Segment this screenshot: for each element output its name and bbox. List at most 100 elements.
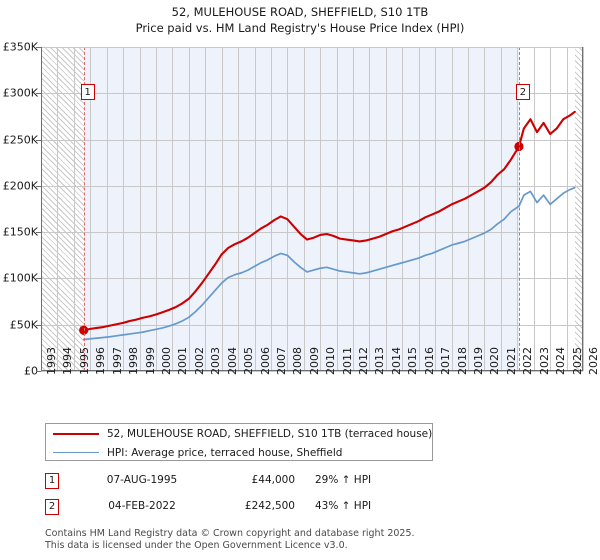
title-primary: 52, MULEHOUSE ROAD, SHEFFIELD, S10 1TB: [171, 5, 429, 19]
legend-label-2: HPI: Average price, terraced house, Shef…: [107, 446, 343, 459]
transaction-date: 04-FEB-2022: [108, 500, 176, 512]
gridline-vertical: [107, 47, 108, 371]
marker-badge-2[interactable]: 2: [515, 84, 530, 100]
y-axis-tick-label: £250K: [2, 133, 38, 147]
x-axis-tick-label: 1997: [110, 347, 124, 375]
axis-left: [41, 47, 42, 371]
footer-attribution: Contains HM Land Registry data © Crown c…: [45, 528, 585, 552]
x-axis-tick-label: 1996: [94, 347, 108, 375]
x-axis-tick-label: 2011: [340, 347, 354, 375]
gridline-horizontal: [41, 93, 583, 94]
gridline-vertical: [238, 47, 239, 371]
x-axis-tick-label: 2003: [209, 347, 223, 375]
x-axis-tick-label: 2021: [504, 347, 518, 375]
gridline-vertical: [172, 47, 173, 371]
gridline-vertical: [402, 47, 403, 371]
gridline-vertical: [57, 47, 58, 371]
gridline-vertical: [484, 47, 485, 371]
x-axis-tick-label: 2008: [291, 347, 305, 375]
x-axis-tick-label: 2024: [554, 347, 568, 375]
gridline-vertical: [271, 47, 272, 371]
legend-swatch-2: [53, 452, 99, 453]
gridline-horizontal: [41, 325, 583, 326]
x-axis-tick-label: 2018: [455, 347, 469, 375]
x-axis-tick-label: 1998: [127, 347, 141, 375]
x-axis-tick-label: 1999: [143, 347, 157, 375]
axis-top: [41, 47, 583, 48]
transaction-row[interactable]: 2 04-FEB-2022 £242,500 43% ↑ HPI: [45, 496, 465, 522]
x-axis-tick-label: 2014: [389, 347, 403, 375]
y-axis-tick-label: £0: [24, 364, 38, 378]
y-axis-tick-mark: [36, 139, 41, 141]
title-subtitle: Price paid vs. HM Land Registry's House …: [135, 21, 465, 35]
gridline-horizontal: [41, 140, 583, 141]
y-axis-tick-mark: [36, 185, 41, 187]
gridline-vertical: [156, 47, 157, 371]
legend-swatch-1: [53, 432, 99, 435]
marker-badge-1[interactable]: 1: [80, 84, 95, 100]
x-axis-tick-label: 2006: [258, 347, 272, 375]
x-axis-tick-label: 2002: [192, 347, 206, 375]
x-axis-tick-label: 2016: [422, 347, 436, 375]
gridline-vertical: [304, 47, 305, 371]
gridline-vertical: [337, 47, 338, 371]
gridline-horizontal: [41, 371, 583, 372]
axis-bottom: [41, 370, 583, 371]
legend-item-2: HPI: Average price, terraced house, Shef…: [46, 443, 342, 462]
x-axis-tick-label: 2005: [242, 347, 256, 375]
gridline-vertical: [501, 47, 502, 371]
gridline-vertical: [386, 47, 387, 371]
gridline-vertical: [255, 47, 256, 371]
transaction-date: 07-AUG-1995: [106, 474, 178, 486]
transaction-hpi-delta: 29% ↑ HPI: [315, 474, 372, 486]
gridline-horizontal: [41, 232, 583, 233]
hpi-average-line: [82, 186, 576, 341]
legend-label-1: 52, MULEHOUSE ROAD, SHEFFIELD, S10 1TB (…: [107, 427, 433, 440]
y-axis-tick-label: £150K: [2, 225, 38, 239]
page-title: 52, MULEHOUSE ROAD, SHEFFIELD, S10 1TB P…: [0, 4, 600, 36]
gridline-vertical: [287, 47, 288, 371]
gridline-vertical: [189, 47, 190, 371]
transactions-table: 1 07-AUG-1995 £44,000 29% ↑ HPI 2 04-FEB-2022…: [45, 470, 465, 522]
gridline-vertical: [90, 47, 91, 371]
x-axis-tick-label: 2026: [587, 347, 600, 375]
gridline-vertical: [353, 47, 354, 371]
x-axis-tick-label: 2010: [324, 347, 338, 375]
axis-right: [582, 47, 583, 371]
y-axis-tick-label: £50K: [9, 318, 38, 332]
x-axis-tick-label: 2017: [439, 347, 453, 375]
gridline-vertical: [320, 47, 321, 371]
hatched-region-1: [41, 47, 84, 371]
x-axis-tick-label: 2019: [472, 347, 486, 375]
y-axis-tick-label: £350K: [2, 40, 38, 54]
y-axis-tick-mark: [36, 232, 41, 234]
x-axis-tick-label: 1994: [61, 347, 75, 375]
hatched-region-2: [574, 47, 583, 371]
y-axis-tick-label: £300K: [2, 86, 38, 100]
x-axis-tick-label: 2000: [159, 347, 173, 375]
x-axis-tick-label: 2001: [176, 347, 190, 375]
gridline-vertical: [123, 47, 124, 371]
gridline-horizontal: [41, 186, 583, 187]
transaction-index-badge: 2: [45, 499, 59, 515]
x-axis-tick-label: 2025: [570, 347, 584, 375]
x-axis-tick-label: 2020: [488, 347, 502, 375]
gridline-vertical: [435, 47, 436, 371]
x-axis-tick-label: 2022: [521, 347, 535, 375]
transaction-price: £44,000: [251, 474, 295, 486]
gridline-vertical: [205, 47, 206, 371]
series-lines: [79, 110, 576, 341]
y-axis-tick-mark: [36, 47, 41, 48]
x-axis-tick-label: 2015: [406, 347, 420, 375]
transaction-row[interactable]: 1 07-AUG-1995 £44,000 29% ↑ HPI: [45, 470, 465, 496]
gridline-vertical: [468, 47, 469, 371]
marker-guideline-1: [83, 47, 85, 371]
x-axis-tick-label: 2004: [225, 347, 239, 375]
gridline-vertical: [517, 47, 518, 371]
transaction-index-badge: 1: [45, 473, 59, 489]
y-axis-tick-mark: [36, 278, 41, 280]
gridline-vertical: [419, 47, 420, 371]
gridline-vertical: [550, 47, 551, 371]
